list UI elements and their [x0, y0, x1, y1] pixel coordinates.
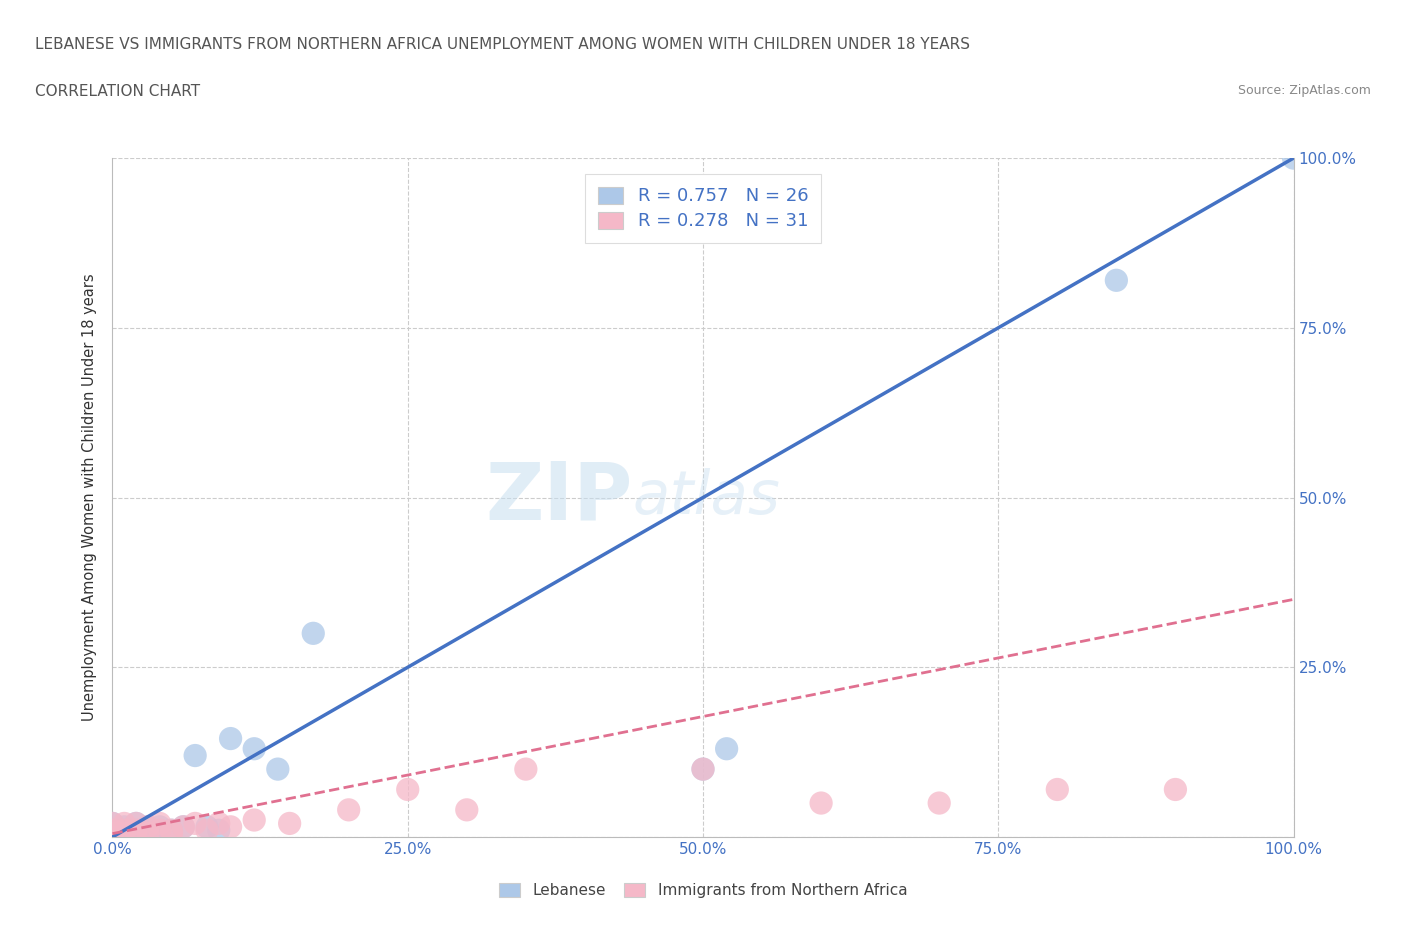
Point — [692, 762, 714, 777]
Point — [112, 823, 135, 838]
Point — [219, 819, 242, 834]
Point — [219, 731, 242, 746]
Point — [125, 816, 148, 830]
Point — [172, 819, 194, 834]
Point — [101, 826, 124, 841]
Point — [101, 816, 124, 830]
Point — [278, 816, 301, 830]
Point — [243, 741, 266, 756]
Point — [1046, 782, 1069, 797]
Point — [1282, 151, 1305, 166]
Y-axis label: Unemployment Among Women with Children Under 18 years: Unemployment Among Women with Children U… — [82, 273, 97, 722]
Point — [337, 803, 360, 817]
Point — [172, 819, 194, 834]
Point — [149, 816, 172, 830]
Point — [208, 816, 231, 830]
Point — [112, 819, 135, 834]
Text: atlas: atlas — [633, 468, 780, 527]
Point — [125, 826, 148, 841]
Point — [160, 823, 183, 838]
Point — [716, 741, 738, 756]
Point — [125, 823, 148, 838]
Point — [112, 816, 135, 830]
Point — [149, 823, 172, 838]
Point — [112, 823, 135, 838]
Point — [184, 816, 207, 830]
Point — [928, 796, 950, 811]
Point — [101, 816, 124, 830]
Point — [267, 762, 290, 777]
Legend: Lebanese, Immigrants from Northern Africa: Lebanese, Immigrants from Northern Afric… — [492, 877, 914, 904]
Point — [149, 819, 172, 834]
Point — [136, 826, 159, 841]
Point — [101, 823, 124, 838]
Point — [112, 826, 135, 841]
Text: Source: ZipAtlas.com: Source: ZipAtlas.com — [1237, 84, 1371, 97]
Point — [195, 819, 218, 834]
Point — [243, 813, 266, 828]
Point — [160, 823, 183, 838]
Point — [692, 762, 714, 777]
Point — [112, 826, 135, 841]
Point — [149, 823, 172, 838]
Point — [136, 819, 159, 834]
Point — [302, 626, 325, 641]
Point — [396, 782, 419, 797]
Point — [810, 796, 832, 811]
Text: LEBANESE VS IMMIGRANTS FROM NORTHERN AFRICA UNEMPLOYMENT AMONG WOMEN WITH CHILDR: LEBANESE VS IMMIGRANTS FROM NORTHERN AFR… — [35, 37, 970, 52]
Point — [136, 819, 159, 834]
Point — [101, 823, 124, 838]
Point — [456, 803, 478, 817]
Point — [515, 762, 537, 777]
Point — [1164, 782, 1187, 797]
Point — [195, 823, 218, 838]
Point — [125, 823, 148, 838]
Text: ZIP: ZIP — [485, 458, 633, 537]
Text: CORRELATION CHART: CORRELATION CHART — [35, 84, 200, 99]
Point — [208, 823, 231, 838]
Point — [160, 826, 183, 841]
Point — [184, 748, 207, 763]
Point — [136, 823, 159, 838]
Point — [101, 826, 124, 841]
Point — [125, 826, 148, 841]
Point — [125, 816, 148, 830]
Point — [1105, 272, 1128, 287]
